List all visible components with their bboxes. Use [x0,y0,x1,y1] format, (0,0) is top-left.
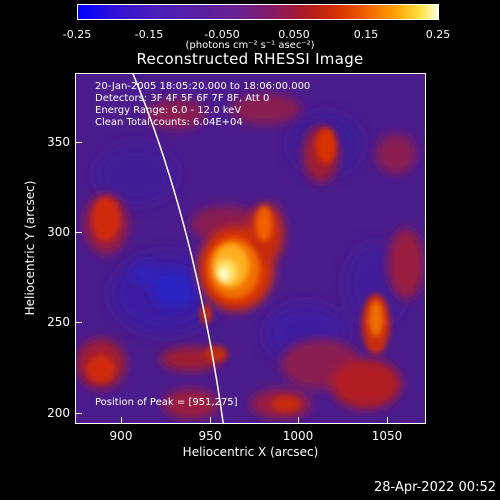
solar-limb-line [132,74,224,423]
y-tick-label: 200 [47,406,70,420]
y-tick-label: 350 [47,135,70,149]
annotation-detectors: Detectors: 3F 4F 5F 6F 7F 8F, Att 0 [95,93,270,104]
colorbar-units: (photons cm⁻² s⁻¹ asec⁻²) [185,40,315,51]
y-tick-label: 250 [47,315,70,329]
annotation-time: 20-Jan-2005 18:05:20.000 to 18:06:00.000 [95,81,311,92]
y-tick-mark [76,322,82,323]
y-tick-mark [76,232,82,233]
colorbar-tick: -0.050 [204,28,240,41]
x-tick-mark [387,417,388,423]
x-tick-label: 1000 [282,429,314,443]
rhessi-image-plot: 20-Jan-2005 18:05:20.000 to 18:06:00.000… [75,73,426,424]
colorbar-tick: -0.15 [134,28,164,41]
y-tick-mark [76,142,82,143]
footer-date: 28-Apr-2022 00:52 [374,480,496,495]
colorbar-tick: 0.15 [353,28,379,41]
image-title: Reconstructed RHESSI Image [136,50,364,68]
annotation-peak: Position of Peak = [951,275] [95,397,238,408]
x-tick-mark [210,417,211,423]
colorbar-tick: 0.25 [425,28,451,41]
x-tick-label: 900 [109,429,133,443]
x-axis-label: Heliocentric X (arcsec) [182,445,319,459]
colorbar [77,4,439,20]
annotation-energy: Energy Range: 6.0 - 12.0 keV [95,105,242,116]
x-tick-mark [121,417,122,423]
x-tick-mark [298,417,299,423]
y-axis-label: Heliocentric Y (arcsec) [23,180,37,316]
y-tick-mark [76,413,82,414]
annotation-clean: Clean Total counts: 6.04E+04 [95,117,243,128]
y-tick-label: 300 [47,225,70,239]
colorbar-tick: 0.050 [278,28,310,41]
colorbar-tick: -0.25 [62,28,92,41]
rhessi-image [76,74,425,423]
x-tick-label: 1050 [371,429,403,443]
x-tick-label: 950 [198,429,222,443]
